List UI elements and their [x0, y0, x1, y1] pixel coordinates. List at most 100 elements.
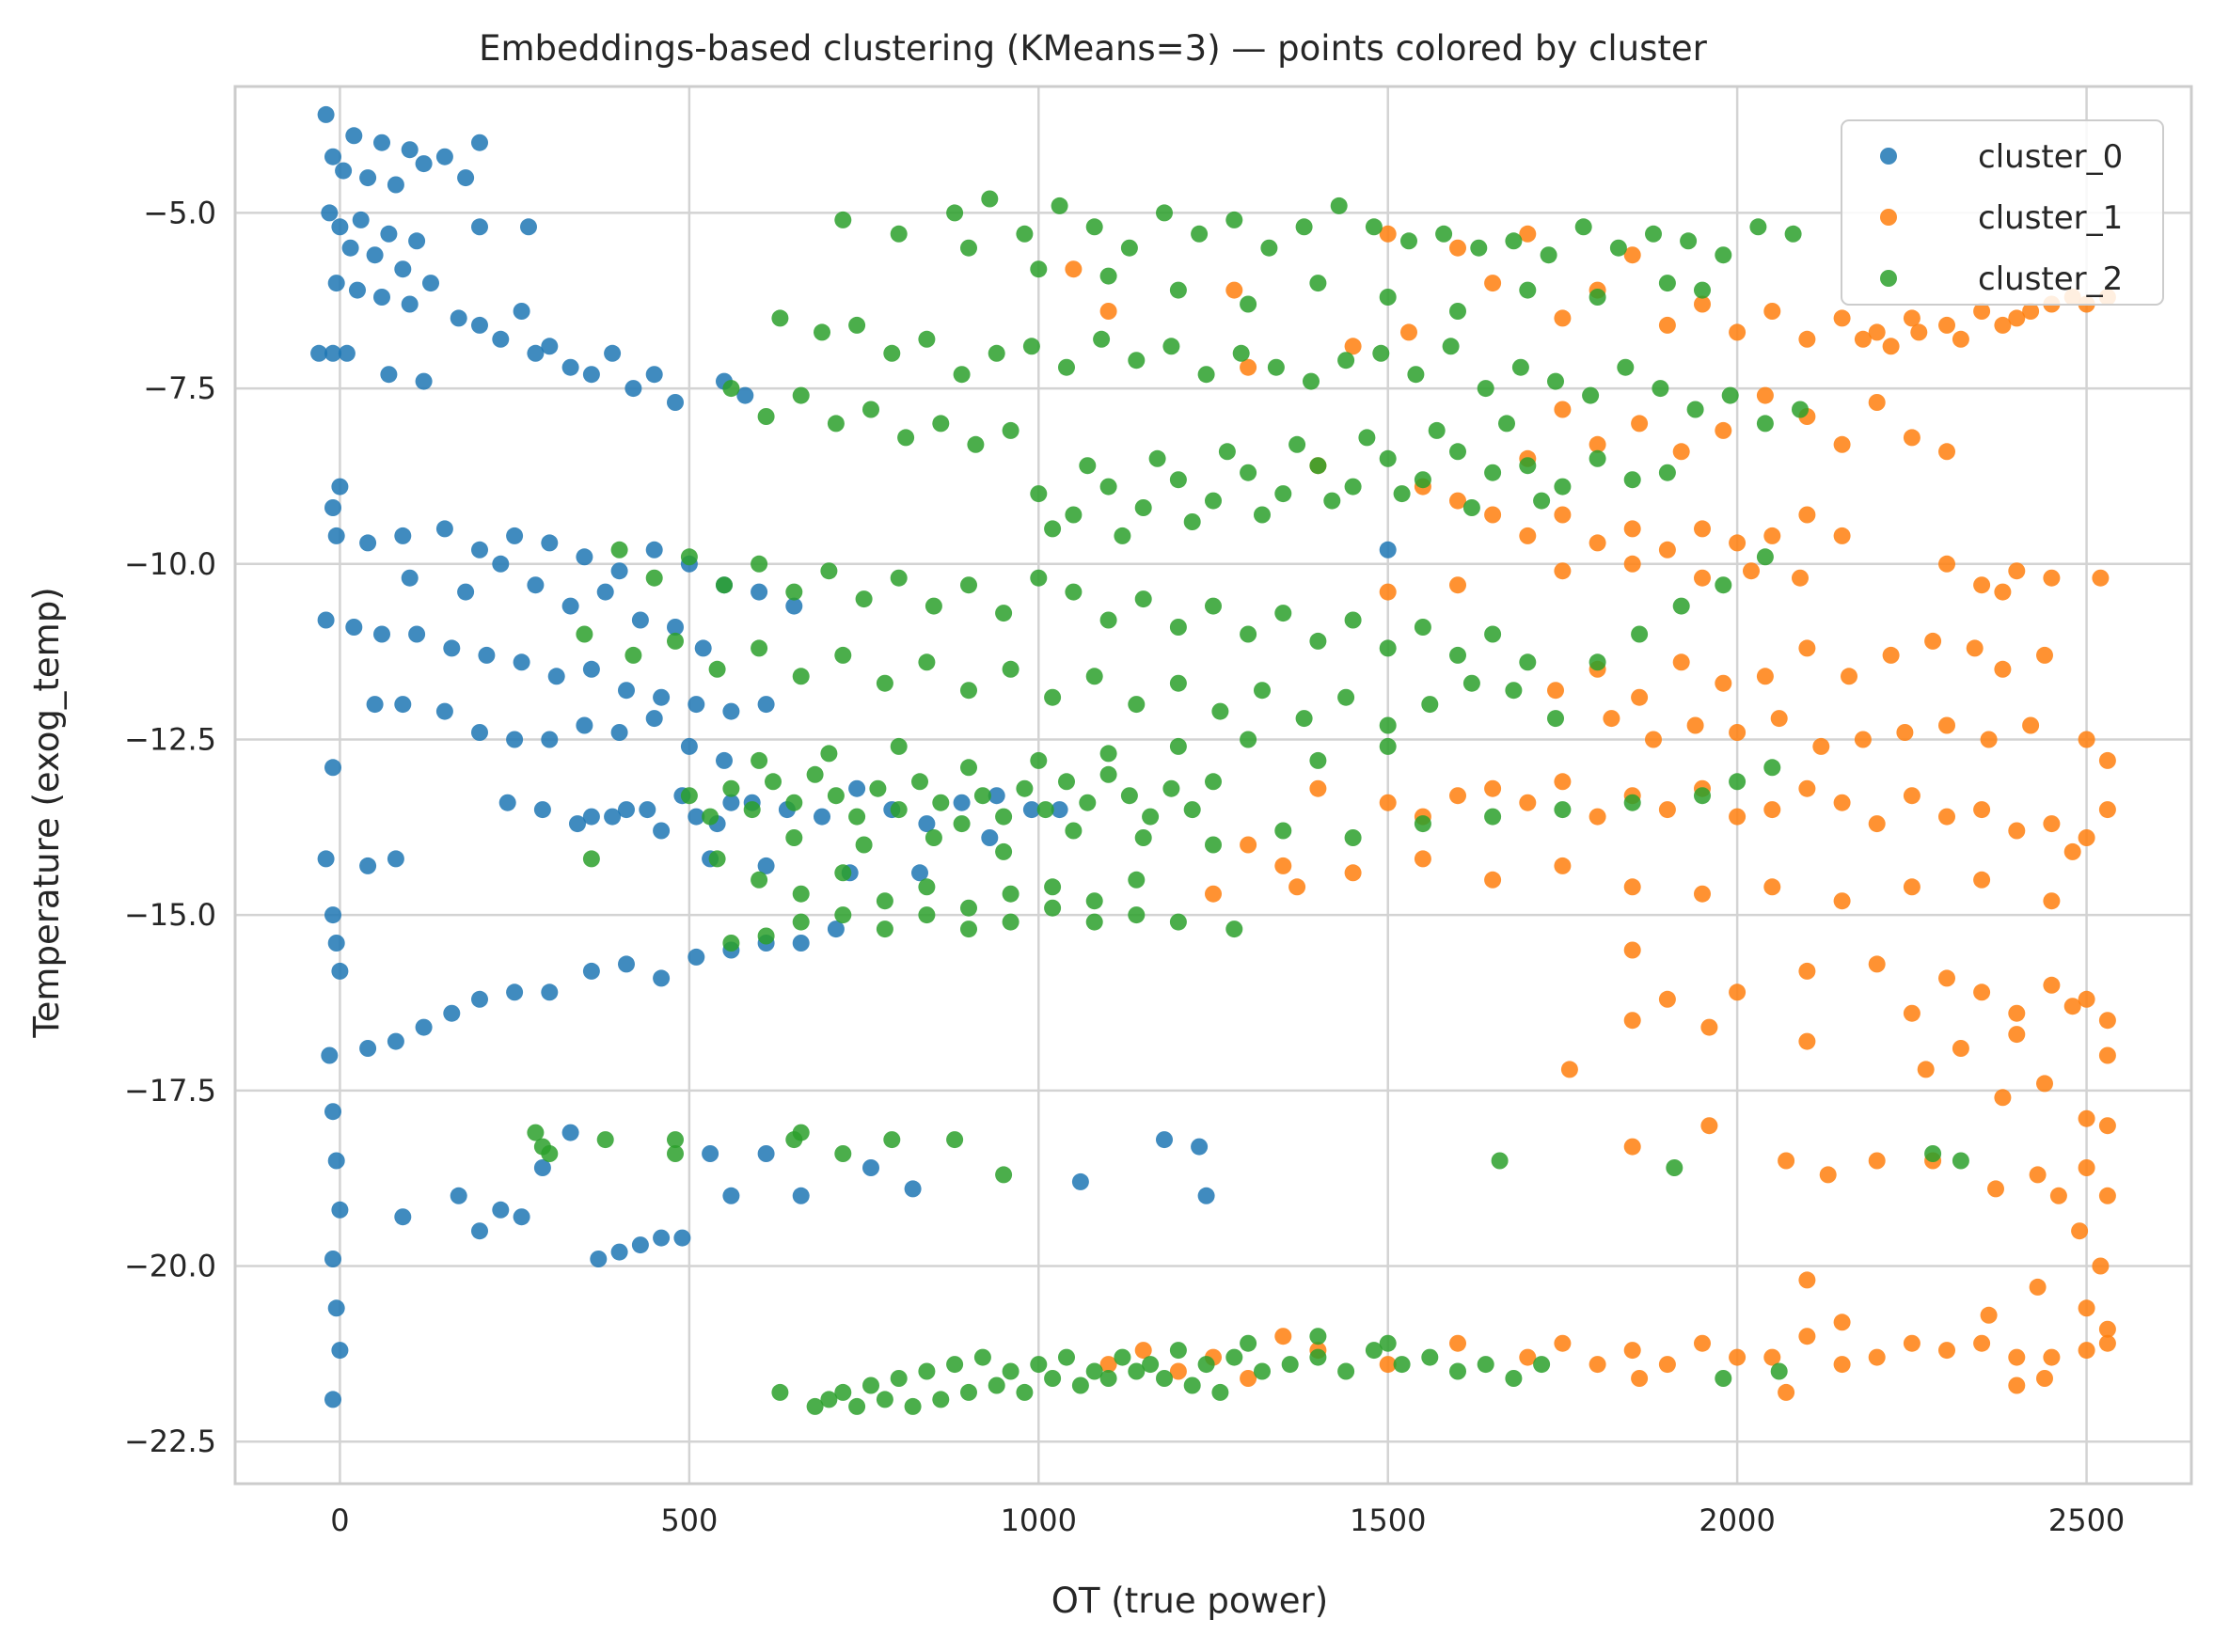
- point-cluster_2: [624, 646, 642, 664]
- point-cluster_2: [667, 1145, 684, 1162]
- point-cluster_2: [1183, 1377, 1201, 1394]
- point-cluster_2: [751, 639, 768, 657]
- point-cluster_1: [1973, 303, 1991, 320]
- point-cluster_2: [1274, 822, 1292, 840]
- point-cluster_0: [814, 808, 830, 826]
- point-cluster_0: [471, 218, 488, 236]
- point-cluster_1: [1554, 562, 1572, 580]
- series-cluster_0: [310, 105, 1397, 1408]
- point-cluster_1: [1729, 1348, 1747, 1366]
- point-cluster_1: [1344, 864, 1362, 882]
- point-cluster_1: [2043, 976, 2061, 994]
- point-cluster_2: [1547, 710, 1564, 728]
- point-cluster_1: [1309, 779, 1327, 797]
- point-cluster_2: [1554, 801, 1572, 819]
- point-cluster_0: [352, 211, 370, 228]
- point-cluster_1: [1715, 421, 1732, 439]
- point-cluster_1: [1973, 1334, 1991, 1352]
- point-cluster_0: [341, 239, 359, 257]
- point-cluster_2: [1617, 358, 1635, 376]
- point-cluster_1: [1729, 808, 1747, 826]
- point-cluster_2: [960, 576, 977, 594]
- point-cluster_2: [1205, 773, 1222, 791]
- point-cluster_2: [1205, 492, 1222, 510]
- point-cluster_0: [911, 864, 928, 882]
- point-cluster_0: [331, 1201, 349, 1219]
- point-cluster_1: [1833, 892, 1851, 910]
- point-cluster_0: [394, 1208, 412, 1226]
- point-cluster_2: [1162, 338, 1180, 355]
- point-cluster_1: [2063, 842, 2081, 860]
- point-cluster_1: [1841, 668, 1857, 685]
- point-cluster_0: [667, 619, 684, 636]
- point-cluster_0: [653, 969, 671, 987]
- point-cluster_0: [324, 906, 341, 924]
- point-cluster_1: [1729, 323, 1747, 341]
- point-cluster_2: [1358, 429, 1376, 447]
- point-cluster_1: [1756, 386, 1774, 404]
- point-cluster_2: [1365, 1342, 1383, 1360]
- point-cluster_2: [1240, 731, 1257, 748]
- point-cluster_0: [457, 169, 475, 187]
- point-cluster_0: [387, 176, 404, 194]
- point-cluster_0: [435, 148, 453, 165]
- point-cluster_1: [1623, 1342, 1641, 1360]
- point-cluster_0: [506, 983, 524, 1001]
- point-cluster_0: [443, 639, 461, 657]
- point-cluster_2: [1128, 696, 1146, 714]
- point-cluster_2: [1030, 569, 1048, 587]
- point-cluster_2: [1505, 1370, 1523, 1387]
- point-cluster_0: [981, 829, 999, 846]
- point-cluster_2: [1533, 1356, 1551, 1374]
- point-cluster_2: [1379, 737, 1397, 755]
- point-cluster_2: [1191, 225, 1209, 243]
- point-cluster_2: [911, 773, 928, 791]
- point-cluster_1: [1798, 330, 1816, 348]
- point-cluster_1: [1672, 443, 1690, 461]
- point-cluster_2: [890, 1370, 908, 1387]
- point-cluster_0: [645, 541, 663, 559]
- point-cluster_2: [1729, 773, 1747, 791]
- point-cluster_0: [576, 716, 593, 734]
- point-cluster_0: [527, 576, 545, 594]
- point-cluster_1: [2036, 646, 2053, 664]
- point-cluster_0: [582, 366, 600, 384]
- point-cluster_2: [960, 239, 977, 257]
- point-cluster_0: [324, 1391, 341, 1408]
- point-cluster_1: [1449, 576, 1466, 594]
- point-cluster_2: [1505, 682, 1523, 700]
- point-cluster_0: [702, 1145, 719, 1162]
- point-cluster_2: [1505, 232, 1523, 250]
- point-cluster_2: [1337, 1362, 1355, 1380]
- point-cluster_0: [520, 218, 537, 236]
- point-cluster_1: [1449, 1334, 1466, 1352]
- legend: cluster_0 cluster_1 cluster_2: [1841, 119, 2164, 306]
- point-cluster_2: [1435, 225, 1453, 243]
- point-cluster_0: [604, 808, 622, 826]
- point-cluster_1: [2029, 1166, 2047, 1184]
- point-cluster_2: [932, 415, 950, 433]
- point-cluster_2: [1044, 688, 1062, 706]
- point-cluster_2: [1183, 513, 1201, 530]
- point-cluster_2: [967, 435, 985, 453]
- point-cluster_2: [1099, 478, 1117, 496]
- point-cluster_2: [1498, 415, 1515, 433]
- point-cluster_2: [1623, 794, 1641, 811]
- point-cluster_0: [450, 1187, 467, 1204]
- point-cluster_2: [883, 1131, 901, 1149]
- point-cluster_1: [2049, 1187, 2067, 1204]
- point-cluster_1: [1812, 737, 1830, 755]
- point-cluster_1: [1938, 716, 1955, 734]
- point-cluster_0: [373, 134, 390, 151]
- point-cluster_0: [541, 983, 559, 1001]
- point-cluster_0: [435, 702, 453, 720]
- point-cluster_1: [2008, 1348, 2026, 1366]
- point-cluster_2: [1344, 611, 1362, 629]
- point-cluster_0: [408, 232, 426, 250]
- point-cluster_2: [680, 787, 698, 805]
- point-cluster_2: [792, 885, 810, 903]
- point-cluster_2: [883, 344, 901, 362]
- point-cluster_1: [1903, 878, 1921, 896]
- point-cluster_0: [394, 260, 412, 278]
- point-cluster_2: [834, 1383, 852, 1401]
